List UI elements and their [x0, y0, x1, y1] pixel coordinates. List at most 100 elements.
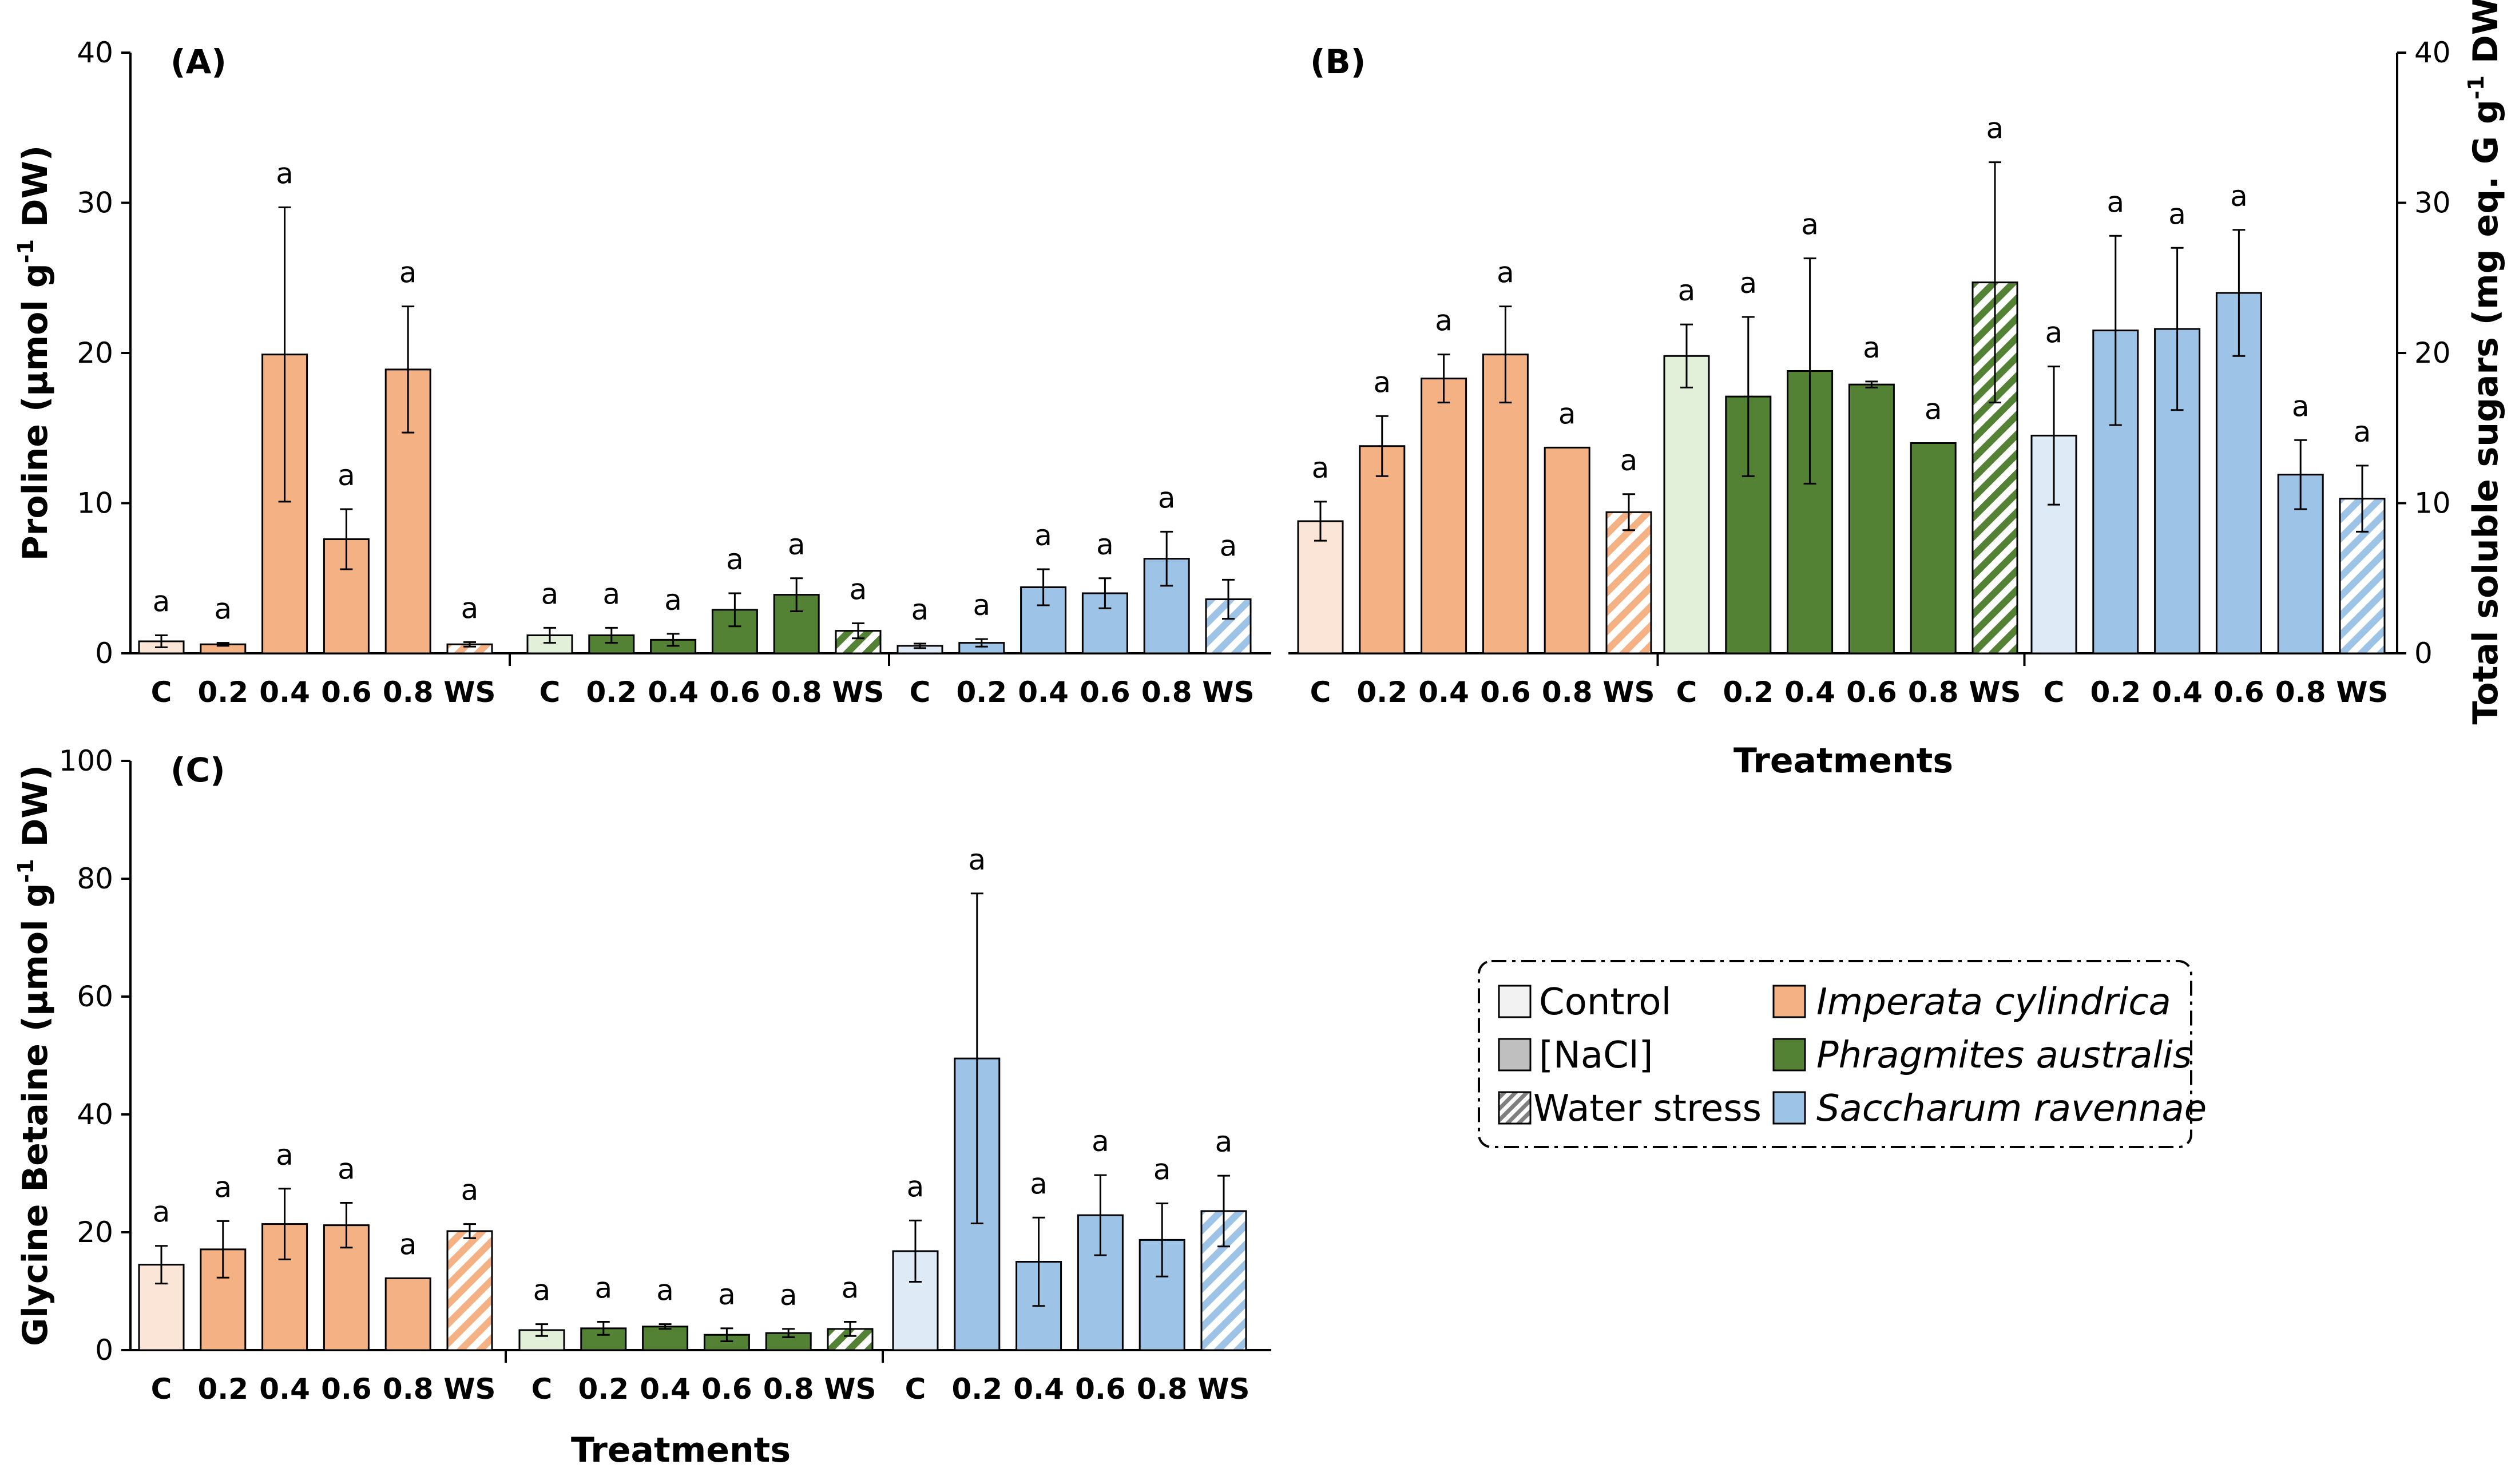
panel-c-bar-phragmites-2	[642, 1326, 689, 1351]
panel-c-significance-letter: a	[656, 1274, 674, 1307]
panel-b-x-tick-label: 0.8	[1908, 676, 1959, 709]
panel-c-label: (C)	[170, 751, 225, 789]
panel-a-label: (A)	[170, 42, 227, 81]
panel-a-x-tick-label: C	[910, 676, 931, 709]
panel-b-significance-letter: a	[1863, 331, 1881, 364]
legend-label-phragmites: Phragmites australis	[1816, 1034, 2192, 1077]
panel-b-x-tick-label: WS	[1969, 676, 2021, 709]
panel-a-x-tick-label: 0.4	[1018, 676, 1069, 709]
panel-c-significance-letter: a	[1030, 1167, 1048, 1200]
panel-a-significance-letter: a	[541, 577, 559, 610]
panel-b-bar-imperata-2	[1421, 378, 1467, 654]
panel-a-significance-letter: a	[461, 592, 479, 625]
panel-c-bar-phragmites-4	[765, 1332, 812, 1351]
panel-b-x-tick-label: 0.2	[1357, 676, 1408, 709]
panel-b-x-tick-label: C	[2044, 676, 2065, 709]
panel-b-significance-letter: a	[1312, 451, 1330, 485]
panel-b-bar-imperata-1	[1359, 445, 1406, 654]
panel-c-x-tick-label: 0.6	[701, 1372, 752, 1406]
legend-swatch-imperata	[1772, 985, 1806, 1018]
panel-b-bar-phragmites-3	[1848, 383, 1895, 654]
panel-c-x-tick-label: 0.2	[952, 1372, 1003, 1406]
panel-c-x-tick-label: 0.6	[321, 1372, 372, 1406]
panel-b-label: (B)	[1310, 42, 1366, 81]
panel-b-bar-phragmites-0	[1663, 355, 1710, 654]
panel-c-significance-letter: a	[153, 1196, 170, 1229]
panel-c-significance-letter: a	[718, 1278, 736, 1311]
panel-b-significance-letter: a	[1435, 304, 1453, 338]
panel-b-bar-imperata-4	[1544, 446, 1590, 654]
panel-b-y-tick-label: 40	[2414, 36, 2451, 69]
panel-c-y-tick-label: 80	[77, 862, 113, 895]
panel-c-x-tick-label: WS	[1197, 1372, 1249, 1406]
panel-a-x-tick-label: 0.2	[198, 676, 249, 709]
panel-c-x-tick-label: 0.2	[578, 1372, 629, 1406]
panel-c-x-tick-label: C	[905, 1372, 926, 1406]
panel-b-significance-letter: a	[1497, 256, 1514, 289]
panel-a-significance-letter: a	[276, 157, 293, 190]
panel-a-significance-letter: a	[1034, 519, 1052, 552]
panel-c-chart: 0 20 40 60 80 100 (C) Glycine Betaine (µmol g-1…	[13, 744, 1271, 1470]
panel-c-x-tick-label: 0.8	[763, 1372, 814, 1406]
panel-b-bar-phragmites-4	[1910, 442, 1957, 654]
panel-c-significance-letter: a	[780, 1279, 798, 1312]
panel-c-significance-letter: a	[968, 843, 986, 876]
legend-label-imperata: Imperata cylindrica	[1816, 981, 2171, 1023]
panel-c-y-tick-label: 20	[77, 1216, 113, 1249]
legend-label-control: Control	[1539, 981, 1671, 1023]
panel-a-x-tick-label: 0.6	[1080, 676, 1130, 709]
panel-b-significance-letter: a	[1925, 393, 1942, 426]
panel-c-x-tick-label: 0.4	[1013, 1372, 1064, 1406]
panel-b-significance-letter: a	[1739, 267, 1757, 300]
panel-b-significance-letter: a	[2230, 180, 2248, 213]
panel-c-x-tick-label: C	[531, 1372, 553, 1406]
panel-c-x-tick-label: 0.4	[640, 1372, 691, 1406]
panel-a-significance-letter: a	[664, 584, 682, 617]
panel-a-y-tick-label: 20	[77, 336, 113, 370]
panel-c-y-axis-title: Glycine Betaine (µmol g-1 DW)	[13, 765, 55, 1346]
panel-b-x-tick-label: 0.8	[2275, 676, 2326, 709]
panel-a-y-tick-label: 30	[77, 187, 113, 220]
panel-b-significance-letter: a	[2354, 415, 2371, 449]
panel-b-x-tick-label: 0.4	[2152, 676, 2203, 709]
panel-c-bar-imperata-5	[446, 1230, 493, 1351]
panel-a-significance-letter: a	[973, 589, 990, 622]
panel-a-significance-letter: a	[788, 528, 806, 561]
legend-swatch-water-stress	[1498, 1091, 1532, 1125]
panel-a-x-tick-label: WS	[443, 676, 495, 709]
panel-c-significance-letter: a	[907, 1170, 925, 1203]
panel-c-x-tick-label: 0.2	[198, 1372, 249, 1406]
panel-b-x-tick-label: 0.2	[2090, 676, 2141, 709]
legend-label-nacl: [NaCl]	[1539, 1034, 1653, 1077]
panel-a-significance-letter: a	[1096, 528, 1114, 561]
panel-c-significance-letter: a	[1153, 1153, 1171, 1187]
panel-c-y-tick-label: 0	[95, 1334, 113, 1367]
panel-a-chart: 0 10 20 30 40 (A) Proline (µmol g-1 DW) a Ca 0.2 a…	[13, 36, 1271, 709]
panel-b-significance-letter: a	[1986, 112, 2004, 145]
panel-b-significance-letter: a	[1558, 397, 1576, 430]
panel-c-x-tick-label: 0.8	[1137, 1372, 1188, 1406]
panel-a-significance-letter: a	[726, 543, 744, 576]
panel-a-significance-letter: a	[399, 256, 417, 289]
panel-a-significance-letter: a	[1158, 481, 1176, 514]
panel-c-bar-imperata-4	[384, 1277, 431, 1351]
panel-a-y-tick-label: 0	[95, 637, 113, 670]
panel-c-significance-letter: a	[214, 1170, 232, 1204]
panel-b-y-tick-label: 10	[2414, 487, 2451, 520]
panel-c-significance-letter: a	[594, 1272, 612, 1305]
panel-a-significance-letter: a	[153, 585, 170, 618]
panel-a-y-tick-label: 40	[77, 36, 113, 69]
panel-b-significance-letter: a	[2107, 185, 2124, 219]
legend-swatch-nacl	[1498, 1038, 1532, 1072]
panel-a-significance-letter: a	[338, 459, 355, 492]
panel-a-significance-letter: a	[602, 577, 620, 610]
panel-b-significance-letter: a	[2045, 316, 2063, 350]
panel-b-significance-letter: a	[2168, 197, 2186, 231]
panel-c-y-tick-label: 100	[59, 744, 113, 777]
panel-b-x-tick-label: 0.6	[2213, 676, 2264, 709]
panel-a-x-tick-label: 0.8	[771, 676, 822, 709]
panel-a-y-axis-title: Proline (µmol g-1 DW)	[13, 145, 55, 561]
panel-c-x-tick-label: 0.6	[1075, 1372, 1126, 1406]
panel-c-significance-letter: a	[399, 1228, 417, 1261]
